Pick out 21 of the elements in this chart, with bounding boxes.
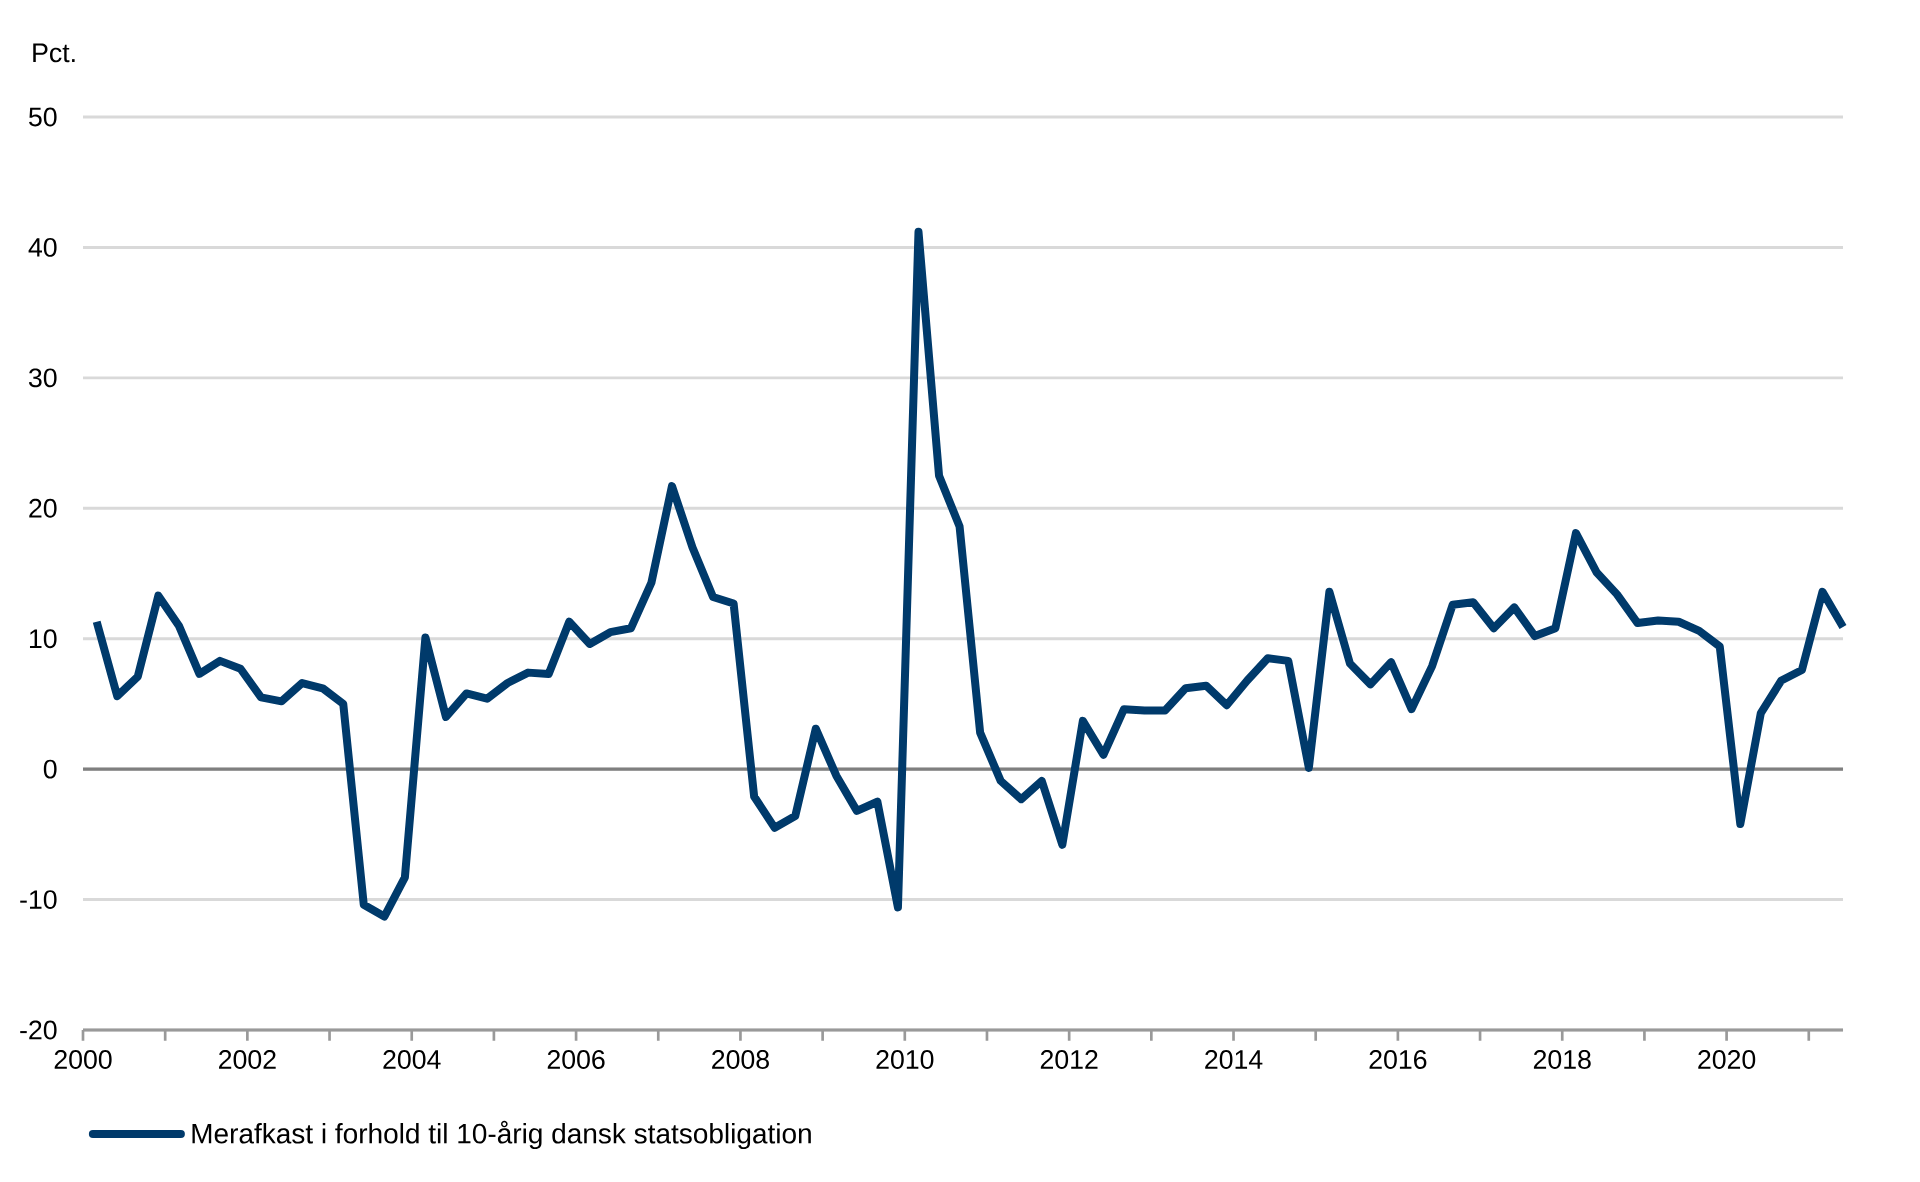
x-tick-label: 2010 bbox=[876, 1050, 934, 1069]
x-tick-label: 2014 bbox=[1205, 1050, 1263, 1069]
x-tick-label: 2020 bbox=[1698, 1050, 1756, 1069]
y-tick-label: 30 bbox=[28, 368, 57, 388]
x-tick-label: 2000 bbox=[54, 1050, 112, 1069]
x-tick-label: 2012 bbox=[1040, 1050, 1098, 1069]
y-tick-label: -10 bbox=[20, 890, 57, 909]
x-tick-label: 2004 bbox=[383, 1050, 441, 1069]
y-tick-label: 20 bbox=[29, 498, 57, 518]
y-tick-label: 0 bbox=[43, 759, 57, 779]
x-tick-label: 2002 bbox=[219, 1050, 276, 1069]
x-tick-label: 2016 bbox=[1369, 1050, 1427, 1069]
y-tick-label: 10 bbox=[29, 629, 57, 649]
y-tick-label: 50 bbox=[29, 107, 57, 127]
x-tick-label: 2006 bbox=[547, 1050, 605, 1069]
y-axis-title: Pct. bbox=[33, 43, 75, 63]
legend-label: Merafkast i forhold til 10-årig dansk statsobligation bbox=[192, 1120, 811, 1150]
y-tick-label: 40 bbox=[28, 237, 57, 257]
x-tick-label: 2008 bbox=[712, 1050, 769, 1069]
y-tick-label: -20 bbox=[20, 1020, 57, 1040]
x-tick-label: 2018 bbox=[1533, 1050, 1591, 1069]
